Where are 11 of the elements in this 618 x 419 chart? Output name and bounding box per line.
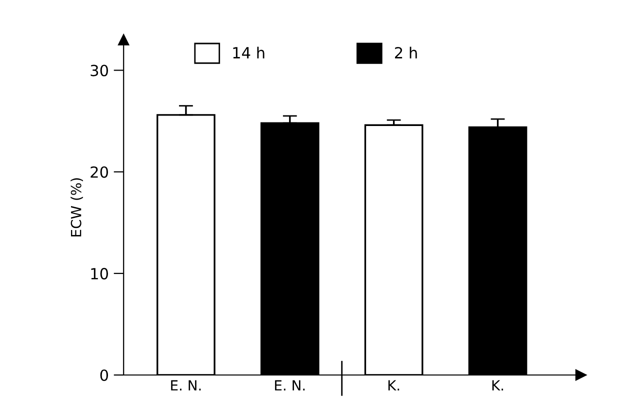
x-tick-label: K. xyxy=(388,380,400,390)
x-tick-label: E. N. xyxy=(171,380,201,390)
y-tick-label: 10 xyxy=(91,268,108,280)
legend-label: 2 h xyxy=(395,46,417,58)
y-tick-label: 30 xyxy=(90,64,108,76)
x-tick-label: E. N. xyxy=(275,380,305,390)
legend-label: 14 h xyxy=(233,46,264,58)
y-tick-label: 20 xyxy=(90,166,108,178)
y-tick-label: 0 xyxy=(100,369,108,382)
y-axis-title: ECW (%) xyxy=(70,178,83,236)
x-tick-label: K. xyxy=(492,380,504,390)
